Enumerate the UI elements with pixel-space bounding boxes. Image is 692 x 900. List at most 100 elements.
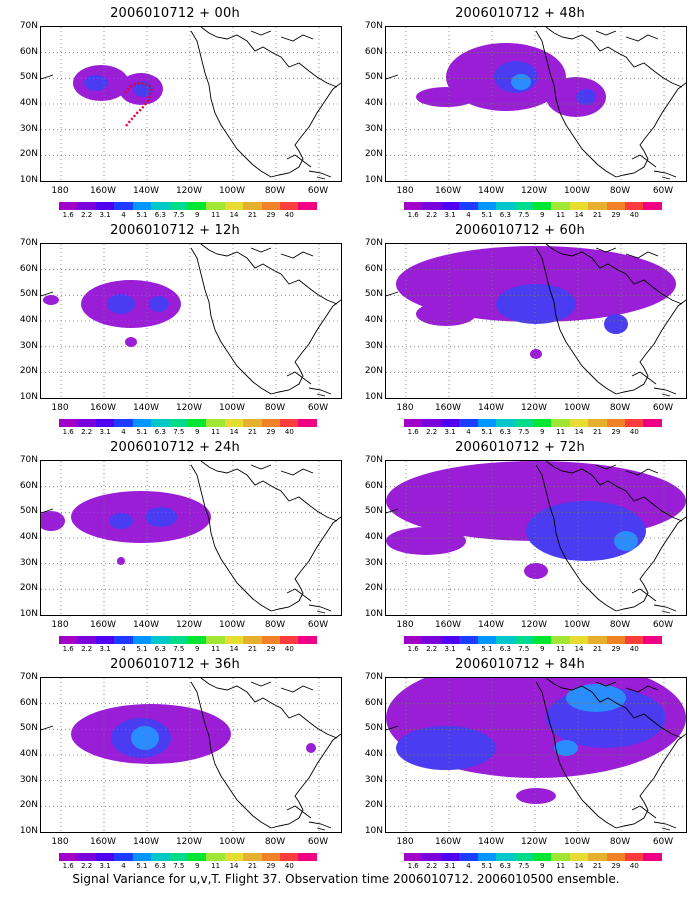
colorbar-label: 3.1	[99, 645, 111, 653]
colorbar-label: 7.5	[518, 862, 530, 870]
latitude-tick-label: 40N	[19, 98, 38, 108]
colorbar-label: 29	[266, 428, 276, 436]
latitude-tick-label: 40N	[364, 749, 383, 759]
colorbar	[404, 636, 662, 644]
longitude-tick-label: 180	[51, 837, 69, 847]
colorbar-label: 2.2	[81, 862, 93, 870]
colorbar-swatch	[132, 419, 152, 427]
colorbar-swatch	[569, 202, 589, 210]
colorbar-swatch	[95, 853, 115, 861]
colorbar-label: 29	[611, 428, 621, 436]
colorbar-label: 7.5	[173, 862, 185, 870]
map-svg	[386, 678, 686, 832]
longitude-tick-label: 80W	[609, 403, 631, 413]
latitude-tick-label: 30N	[364, 123, 383, 134]
colorbar-label: 29	[611, 645, 621, 653]
colorbar-swatch	[422, 202, 441, 210]
colorbar-label: 5.1	[481, 211, 493, 219]
colorbar-label: 21	[248, 645, 257, 653]
longitude-tick-label: 140W	[132, 186, 160, 196]
latitude-tick-label: 60N	[364, 46, 383, 57]
latitude-tick-label: 50N	[364, 72, 383, 83]
colorbar-swatch	[151, 419, 170, 427]
colorbar-swatch	[187, 853, 207, 861]
colorbar-swatch	[477, 419, 497, 427]
longitude-tick-label: 160W	[434, 186, 462, 196]
colorbar-label: 4	[121, 862, 126, 870]
colorbar-label: 5.1	[481, 428, 493, 436]
colorbar-swatch	[569, 853, 589, 861]
map-svg	[41, 27, 341, 181]
latitude-tick-label: 70N	[364, 455, 383, 465]
longitude-tick-label: 80W	[264, 186, 286, 196]
colorbar-label: 4	[466, 428, 471, 436]
colorbar-label: 9	[194, 211, 200, 219]
colorbar-swatch	[514, 636, 533, 644]
colorbar-swatch	[95, 636, 115, 644]
colorbar-swatch	[206, 853, 225, 861]
colorbar-swatch	[532, 202, 552, 210]
colorbar-swatch	[280, 636, 299, 644]
colorbar-label: 40	[284, 211, 294, 219]
longitude-tick-label: 80W	[609, 837, 631, 847]
longitude-tick-label: 160W	[434, 403, 462, 413]
colorbar-swatch	[59, 636, 78, 644]
colorbar-label: 21	[248, 211, 257, 219]
colorbar-swatch	[496, 636, 515, 644]
colorbar-label: 4	[121, 211, 126, 219]
latitude-tick-label: 10N	[19, 826, 38, 836]
panel-title: 2006010712 + 00h	[110, 6, 240, 21]
colorbar-label: 11	[211, 211, 221, 219]
longitude-tick-label: 160W	[89, 620, 117, 630]
colorbar-swatch	[95, 202, 115, 210]
colorbar-swatch	[114, 202, 133, 210]
longitude-tick-label: 100W	[218, 620, 246, 630]
map-panel: 2006010712 + 60h 70N 60N 50N 40N 30N 20N 10N 18…	[350, 221, 690, 438]
colorbar-label: 6.3	[499, 645, 511, 653]
colorbar-label: 14	[229, 211, 239, 219]
colorbar-swatch	[114, 853, 133, 861]
colorbar-label: 4	[466, 211, 471, 219]
colorbar-label: 5.1	[136, 211, 148, 219]
colorbar-swatch	[187, 419, 207, 427]
longitude-tick-label: 180	[51, 620, 69, 630]
colorbar-swatch	[261, 853, 281, 861]
colorbar-label: 40	[284, 428, 294, 436]
colorbar-swatch	[477, 202, 497, 210]
colorbar-label: 11	[211, 862, 221, 870]
colorbar-swatch	[588, 853, 607, 861]
colorbar-label: 4	[121, 645, 126, 653]
longitude-tick-label: 100W	[218, 403, 246, 413]
colorbar-swatch	[151, 853, 170, 861]
colorbar-label: 5.1	[481, 645, 493, 653]
map-svg	[41, 461, 341, 615]
colorbar-swatch	[59, 419, 78, 427]
colorbar-label: 11	[556, 862, 566, 870]
colorbar-swatch	[569, 419, 589, 427]
latitude-tick-label: 10N	[364, 392, 383, 402]
colorbar-label: 7.5	[173, 645, 185, 653]
colorbar-swatch	[298, 636, 317, 644]
colorbar-swatch	[224, 636, 244, 644]
colorbar-swatch	[169, 636, 188, 644]
longitude-tick-label: 100W	[218, 837, 246, 847]
longitude-tick-label: 120W	[175, 403, 203, 413]
colorbar-swatch	[477, 636, 497, 644]
colorbar-label: 1.6	[62, 428, 74, 436]
colorbar-swatch	[169, 853, 188, 861]
map-svg	[386, 461, 686, 615]
colorbar-swatch	[606, 853, 626, 861]
colorbar	[59, 419, 317, 427]
colorbar-label: 1.6	[407, 862, 419, 870]
longitude-tick-label: 80W	[609, 186, 631, 196]
latitude-tick-label: 10N	[364, 175, 383, 185]
map-area	[385, 26, 687, 182]
colorbar-swatch	[404, 202, 423, 210]
colorbar-label: 14	[229, 428, 239, 436]
colorbar-label: 9	[539, 862, 545, 870]
map-area	[40, 677, 342, 833]
longitude-tick-label: 100W	[563, 403, 591, 413]
colorbar-label: 11	[556, 645, 566, 653]
colorbar-label: 2.2	[426, 428, 438, 436]
colorbar-label: 7.5	[518, 428, 530, 436]
